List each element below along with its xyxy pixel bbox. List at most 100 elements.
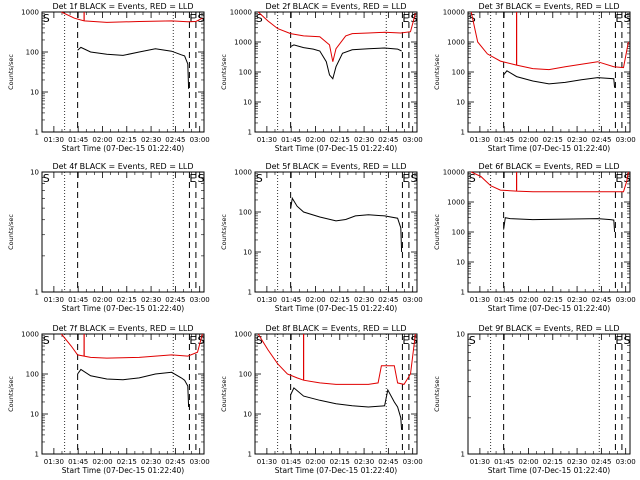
marker-label-e: E [189, 172, 196, 185]
y-tick-label: 1 [248, 451, 252, 459]
series-line-events [77, 368, 190, 408]
series-line-lld [257, 11, 416, 62]
x-tick-label: 01:45 [68, 458, 88, 466]
y-tick-label: 100 [452, 229, 465, 237]
x-tick-label: 02:15 [330, 458, 350, 466]
marker-label-e: E [402, 12, 409, 25]
x-tick-label: 03:00 [190, 136, 210, 144]
y-tick-label: 10 [456, 259, 465, 267]
x-tick-label: 02:30 [141, 458, 161, 466]
x-tick-label: 02:15 [543, 136, 563, 144]
x-axis-label: Start Time (07-Dec-15 01:22:40) [275, 304, 397, 313]
x-tick-label: 03:00 [616, 296, 636, 304]
panel-title: Det 4f BLACK = Events, RED = LLD [52, 162, 193, 171]
x-tick-label: 02:30 [354, 136, 374, 144]
y-tick-label: 1000 [234, 39, 252, 47]
y-tick-label: 1 [461, 289, 465, 297]
y-tick-label: 10 [243, 99, 252, 107]
panel-4: Det 4f BLACK = Events, RED = LLD 1 10 01:30… [7, 162, 210, 313]
marker-label-s: S [43, 12, 50, 25]
series-line-lld [61, 333, 203, 359]
y-axis-label: Counts/sec [220, 376, 228, 412]
x-tick-label: 01:45 [281, 296, 301, 304]
x-tick-label: 03:00 [403, 136, 423, 144]
marker-label-s: S [256, 172, 263, 185]
x-tick-label: 02:30 [567, 296, 587, 304]
series-line-events [290, 387, 403, 430]
panel-5: Det 5f BLACK = Events, RED = LLD 1 10 100 10… [220, 162, 423, 313]
x-tick-label: 02:15 [117, 458, 137, 466]
marker-label-s: S [256, 334, 263, 347]
y-tick-label: 10 [456, 99, 465, 107]
marker-label-s: S [198, 172, 205, 185]
x-tick-label: 02:00 [92, 296, 112, 304]
x-axis-label: Start Time (07-Dec-15 01:22:40) [62, 466, 184, 475]
x-tick-label: 02:00 [518, 136, 538, 144]
y-axis-label: Counts/sec [220, 214, 228, 250]
x-tick-label: 02:45 [591, 136, 611, 144]
y-tick-label: 1000 [234, 169, 252, 177]
x-axis-label: Start Time (07-Dec-15 01:22:40) [275, 144, 397, 153]
series-line-events [290, 196, 403, 253]
x-tick-label: 01:45 [68, 296, 88, 304]
x-tick-label: 01:45 [68, 136, 88, 144]
x-tick-label: 02:15 [330, 136, 350, 144]
x-tick-label: 02:15 [117, 136, 137, 144]
x-tick-label: 03:00 [403, 296, 423, 304]
marker-label-s: S [469, 172, 476, 185]
x-tick-label: 03:00 [190, 458, 210, 466]
marker-label-e: E [189, 12, 196, 25]
x-tick-label: 02:00 [305, 136, 325, 144]
x-tick-label: 02:00 [305, 296, 325, 304]
plot-frame [41, 11, 205, 133]
plot-frame [254, 171, 418, 293]
x-tick-label: 02:15 [543, 296, 563, 304]
x-tick-label: 02:30 [141, 296, 161, 304]
y-tick-label: 100 [452, 69, 465, 77]
marker-label-s: S [624, 12, 631, 25]
x-tick-label: 02:45 [378, 136, 398, 144]
y-tick-label: 10000 [230, 9, 252, 17]
y-tick-label: 1 [461, 451, 465, 459]
panel-2: Det 2f BLACK = Events, RED = LLD 1 10 100 10… [220, 2, 423, 153]
x-tick-label: 02:30 [567, 136, 587, 144]
y-axis-label: Counts/sec [220, 54, 228, 90]
marker-label-e: E [615, 172, 622, 185]
x-tick-label: 01:30 [257, 296, 277, 304]
series-line-events [503, 70, 616, 88]
marker-label-e: E [615, 12, 622, 25]
marker-label-s: S [43, 334, 50, 347]
x-tick-label: 01:45 [281, 458, 301, 466]
x-tick-label: 02:30 [567, 458, 587, 466]
marker-label-e: E [402, 172, 409, 185]
y-tick-label: 1000 [21, 331, 39, 339]
series-line-lld [257, 333, 416, 385]
y-tick-label: 1000 [447, 199, 465, 207]
x-tick-label: 02:45 [591, 458, 611, 466]
y-tick-label: 1 [35, 129, 39, 137]
y-tick-label: 1000 [447, 39, 465, 47]
plot-frame [467, 11, 631, 133]
x-tick-label: 02:00 [92, 458, 112, 466]
y-tick-label: 100 [26, 371, 39, 379]
series-line-lld [470, 171, 629, 193]
series-line-events [503, 217, 616, 233]
marker-label-e: E [189, 334, 196, 347]
x-tick-label: 02:45 [165, 296, 185, 304]
series-line-lld [61, 11, 203, 23]
y-tick-label: 1 [248, 289, 252, 297]
x-tick-label: 03:00 [616, 458, 636, 466]
panel-6: Det 6f BLACK = Events, RED = LLD 1 10 100 10… [433, 162, 636, 313]
y-tick-label: 1000 [21, 9, 39, 17]
panel-7: Det 7f BLACK = Events, RED = LLD 1 10 100 10… [7, 324, 210, 475]
y-tick-label: 1 [35, 451, 39, 459]
x-tick-label: 02:45 [165, 458, 185, 466]
y-tick-label: 10 [243, 249, 252, 257]
x-tick-label: 02:30 [354, 296, 374, 304]
x-axis-label: Start Time (07-Dec-15 01:22:40) [488, 144, 610, 153]
x-tick-label: 01:30 [257, 136, 277, 144]
x-tick-label: 02:00 [305, 458, 325, 466]
plot-frame [41, 333, 205, 455]
plot-frame [254, 333, 418, 455]
